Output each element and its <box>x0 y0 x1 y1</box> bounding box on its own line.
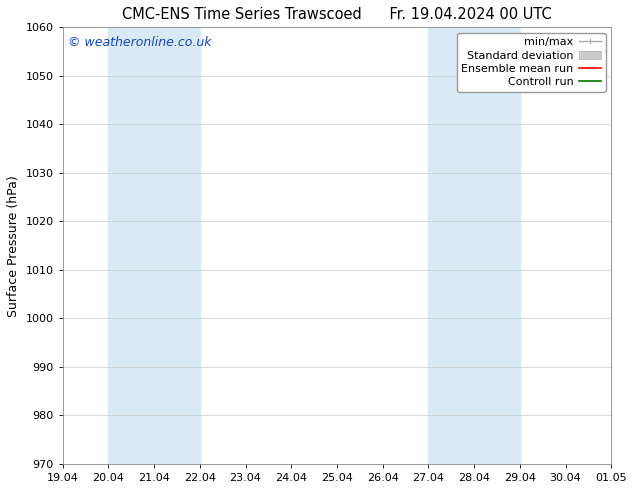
Title: CMC-ENS Time Series Trawscoed      Fr. 19.04.2024 00 UTC: CMC-ENS Time Series Trawscoed Fr. 19.04.… <box>122 7 552 22</box>
Bar <box>429 27 520 464</box>
Text: © weatheronline.co.uk: © weatheronline.co.uk <box>68 36 212 49</box>
Legend: min/max, Standard deviation, Ensemble mean run, Controll run: min/max, Standard deviation, Ensemble me… <box>456 33 605 92</box>
Y-axis label: Surface Pressure (hPa): Surface Pressure (hPa) <box>7 175 20 317</box>
Bar <box>108 27 200 464</box>
